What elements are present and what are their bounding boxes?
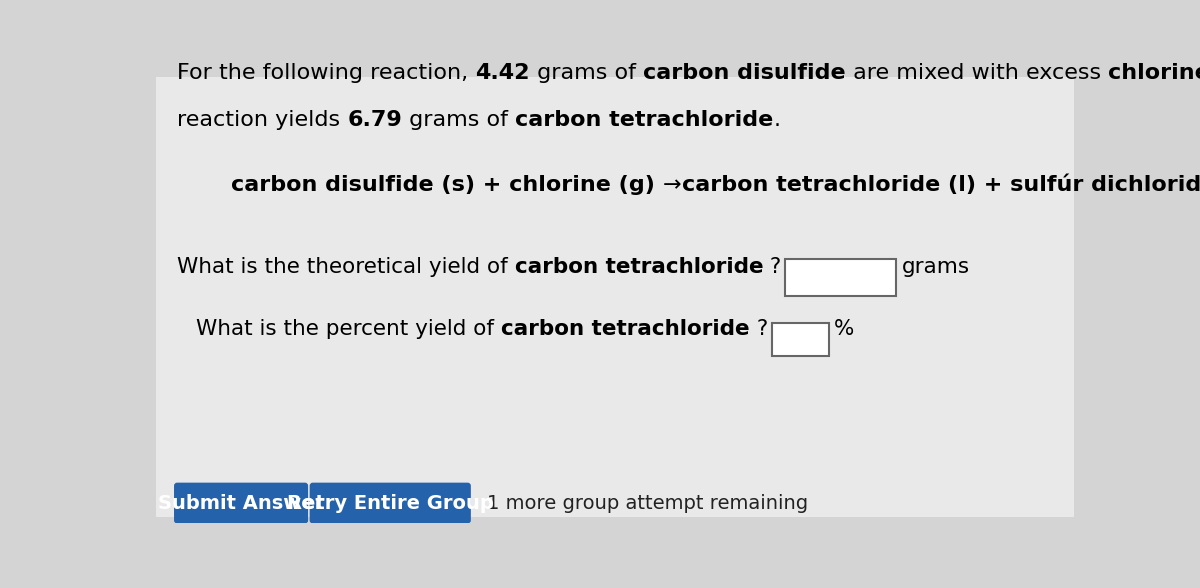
Text: For the following reaction,: For the following reaction, xyxy=(178,64,475,83)
FancyBboxPatch shape xyxy=(174,483,308,523)
Text: .: . xyxy=(774,111,780,131)
Text: carbon tetrachloride: carbon tetrachloride xyxy=(515,111,774,131)
Bar xyxy=(772,323,829,356)
Text: Retry Entire Group: Retry Entire Group xyxy=(287,493,493,513)
Text: carbon tetrachloride: carbon tetrachloride xyxy=(515,258,763,278)
Text: 1 more group attempt remaining: 1 more group attempt remaining xyxy=(487,493,809,513)
Text: 4.42: 4.42 xyxy=(475,64,530,83)
Text: Submit Answer: Submit Answer xyxy=(158,493,324,513)
Text: are mixed with excess: are mixed with excess xyxy=(846,64,1108,83)
Text: grams of: grams of xyxy=(530,64,643,83)
Text: reaction yields: reaction yields xyxy=(178,111,347,131)
Bar xyxy=(785,259,895,296)
Text: What is the theoretical yield of: What is the theoretical yield of xyxy=(178,258,515,278)
Text: carbon disulfide: carbon disulfide xyxy=(643,64,846,83)
Text: chlorine gas: chlorine gas xyxy=(1108,64,1200,83)
Text: 6.79: 6.79 xyxy=(347,111,402,131)
Text: ?: ? xyxy=(750,319,768,339)
Text: →: → xyxy=(662,175,682,195)
Text: What is the percent yield of: What is the percent yield of xyxy=(197,319,502,339)
Text: grams: grams xyxy=(901,258,970,278)
FancyBboxPatch shape xyxy=(156,76,1074,517)
Text: carbon disulfide (s) + chlorine (g): carbon disulfide (s) + chlorine (g) xyxy=(232,175,662,195)
Text: grams of: grams of xyxy=(402,111,515,131)
Text: carbon tetrachloride: carbon tetrachloride xyxy=(502,319,750,339)
Text: %: % xyxy=(834,319,854,339)
Text: carbon tetrachloride (l) + sulfúr dichloride (s): carbon tetrachloride (l) + sulfúr dichlo… xyxy=(682,175,1200,195)
FancyBboxPatch shape xyxy=(310,483,470,523)
Text: ?: ? xyxy=(763,258,781,278)
